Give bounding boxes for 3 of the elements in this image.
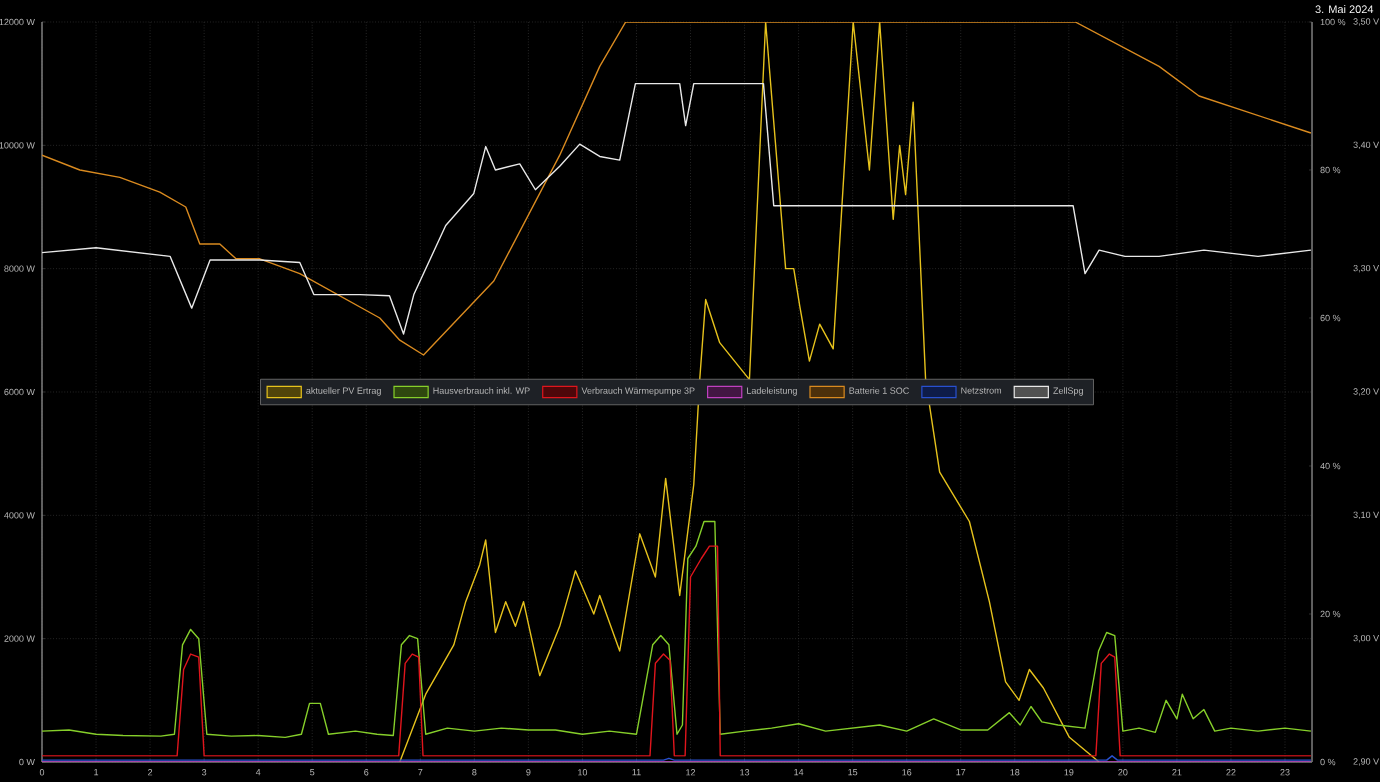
line-series (42, 82, 1312, 335)
line-series (42, 545, 1312, 757)
line-series (399, 22, 1100, 762)
